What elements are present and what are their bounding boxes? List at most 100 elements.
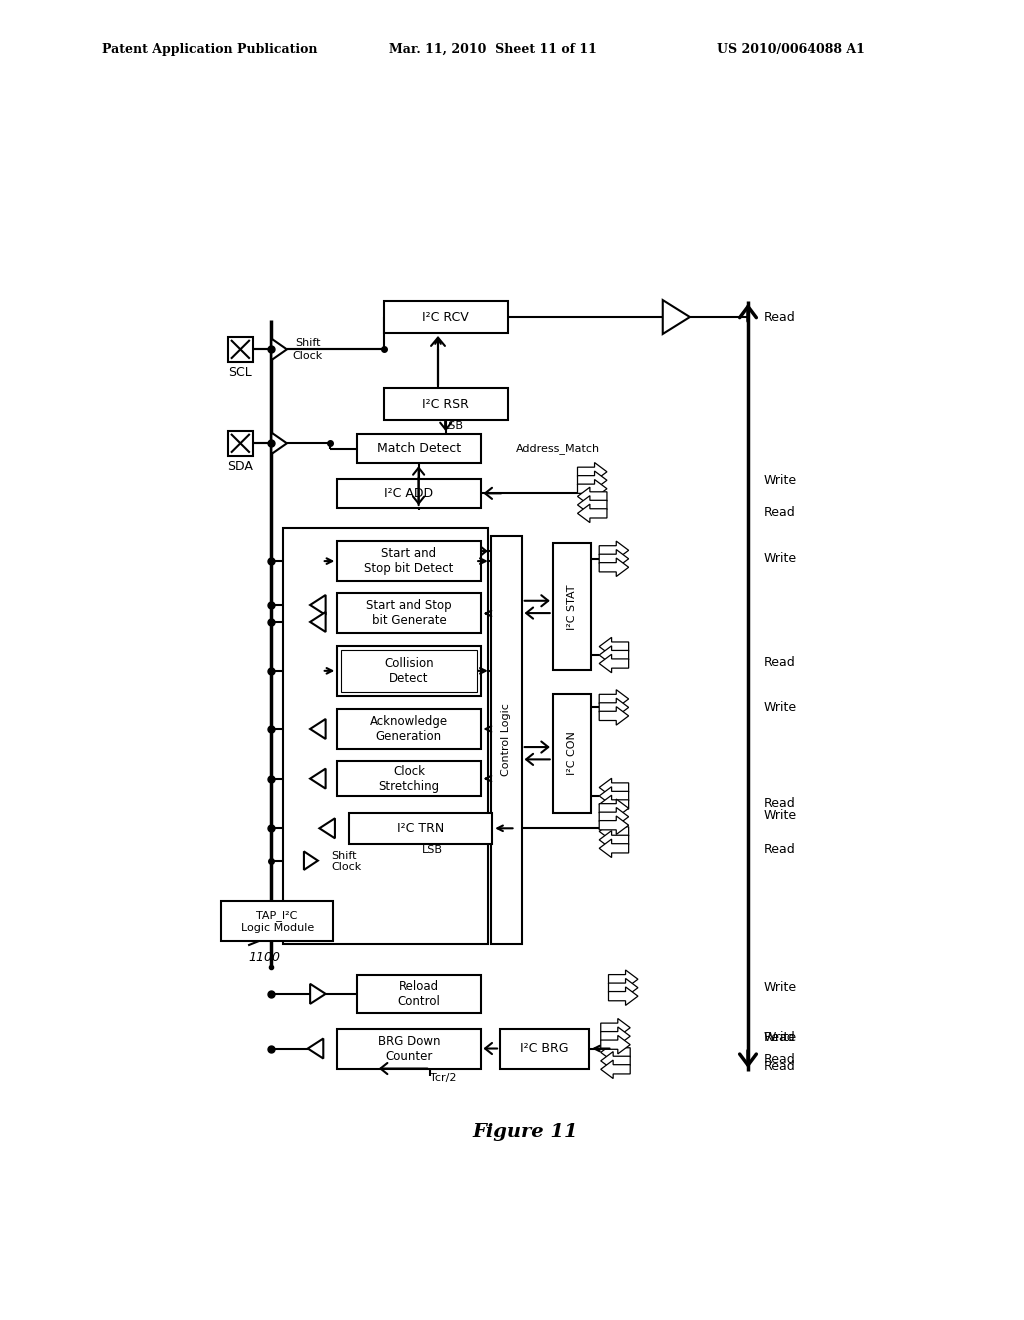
Text: Read: Read (764, 506, 796, 519)
Polygon shape (608, 978, 638, 997)
Polygon shape (310, 595, 326, 615)
Bar (337, 594, 480, 634)
Text: I²C CON: I²C CON (567, 731, 578, 775)
Text: 1100: 1100 (248, 952, 281, 964)
Text: US 2010/0064088 A1: US 2010/0064088 A1 (717, 42, 864, 55)
Bar (337, 709, 480, 748)
Polygon shape (271, 339, 287, 360)
Text: Read: Read (764, 843, 796, 857)
Polygon shape (599, 689, 629, 708)
Polygon shape (578, 487, 607, 506)
Text: Shift: Shift (331, 851, 356, 861)
Polygon shape (599, 795, 629, 813)
Text: Shift: Shift (295, 338, 321, 348)
Text: Write: Write (764, 809, 797, 822)
Polygon shape (599, 645, 629, 664)
Text: Match Detect: Match Detect (377, 442, 461, 455)
Text: LSB: LSB (443, 421, 464, 432)
Polygon shape (599, 808, 629, 826)
Text: Mar. 11, 2010  Sheet 11 of 11: Mar. 11, 2010 Sheet 11 of 11 (389, 42, 597, 55)
Polygon shape (601, 1035, 630, 1053)
Text: Collision
Detect: Collision Detect (384, 657, 434, 685)
Text: I²C RSR: I²C RSR (422, 397, 469, 411)
Bar (337, 541, 480, 581)
Text: Patent Application Publication: Patent Application Publication (102, 42, 317, 55)
Text: Read: Read (764, 656, 796, 669)
Bar (228, 430, 253, 455)
Polygon shape (599, 706, 629, 725)
Polygon shape (599, 799, 629, 817)
Text: Write: Write (764, 981, 797, 994)
Text: I²C RCV: I²C RCV (422, 310, 469, 323)
Text: I²C STAT: I²C STAT (567, 585, 578, 630)
Polygon shape (601, 1027, 630, 1045)
Text: I²C BRG: I²C BRG (520, 1041, 568, 1055)
Text: Address_Match: Address_Match (515, 444, 600, 454)
Text: TAP_I²C
Logic Module: TAP_I²C Logic Module (241, 911, 313, 933)
Text: Clock: Clock (331, 862, 361, 871)
Bar (337, 479, 480, 508)
Text: Write: Write (764, 474, 797, 487)
Text: Start and
Stop bit Detect: Start and Stop bit Detect (365, 546, 454, 576)
Text: LSB: LSB (422, 845, 442, 855)
Text: Figure 11: Figure 11 (472, 1123, 578, 1142)
Text: Write: Write (764, 552, 797, 565)
Polygon shape (601, 1052, 630, 1071)
Polygon shape (310, 983, 326, 1003)
Polygon shape (599, 549, 629, 568)
Polygon shape (599, 822, 629, 841)
Bar (553, 544, 592, 671)
Polygon shape (310, 719, 326, 739)
Bar (553, 693, 592, 813)
Polygon shape (599, 655, 629, 673)
Text: SCL: SCL (228, 366, 252, 379)
Bar (341, 649, 477, 692)
Polygon shape (599, 787, 629, 805)
Bar (228, 337, 253, 362)
Bar (221, 902, 334, 941)
Bar (283, 528, 488, 944)
Text: Start and Stop
bit Generate: Start and Stop bit Generate (367, 599, 452, 627)
Text: Read: Read (764, 1060, 796, 1073)
Polygon shape (271, 433, 287, 454)
Polygon shape (578, 471, 607, 490)
Polygon shape (599, 541, 629, 560)
Text: Read: Read (764, 310, 796, 323)
Polygon shape (599, 558, 629, 577)
Polygon shape (310, 768, 326, 788)
Text: Acknowledge
Generation: Acknowledge Generation (370, 715, 449, 743)
Polygon shape (310, 612, 326, 632)
Bar (337, 762, 480, 796)
Polygon shape (601, 1019, 630, 1038)
Bar (337, 645, 480, 696)
Text: Write: Write (764, 701, 797, 714)
Polygon shape (319, 818, 335, 838)
Polygon shape (599, 779, 629, 797)
Polygon shape (308, 1039, 324, 1059)
Text: Control Logic: Control Logic (501, 704, 511, 776)
Text: Reload
Control: Reload Control (397, 979, 440, 1008)
Polygon shape (578, 496, 607, 515)
Polygon shape (578, 462, 607, 480)
Text: Read: Read (764, 1053, 796, 1065)
Polygon shape (599, 816, 629, 834)
Polygon shape (304, 851, 317, 870)
Text: Tcr/2: Tcr/2 (430, 1073, 457, 1082)
Bar (384, 301, 508, 333)
Text: Read: Read (764, 1031, 796, 1044)
Polygon shape (599, 830, 629, 849)
Bar (356, 974, 480, 1014)
Polygon shape (601, 1043, 630, 1061)
Polygon shape (608, 970, 638, 989)
Bar (337, 1028, 480, 1069)
Text: SDA: SDA (227, 459, 253, 473)
Bar (500, 1028, 589, 1069)
Text: Write: Write (764, 1031, 797, 1044)
Text: I²C TRN: I²C TRN (397, 822, 444, 834)
Polygon shape (578, 504, 607, 523)
Text: Clock
Stretching: Clock Stretching (379, 764, 439, 792)
Text: BRG Down
Counter: BRG Down Counter (378, 1035, 440, 1063)
Text: Clock: Clock (293, 351, 323, 360)
Polygon shape (599, 698, 629, 717)
Bar (384, 388, 508, 420)
